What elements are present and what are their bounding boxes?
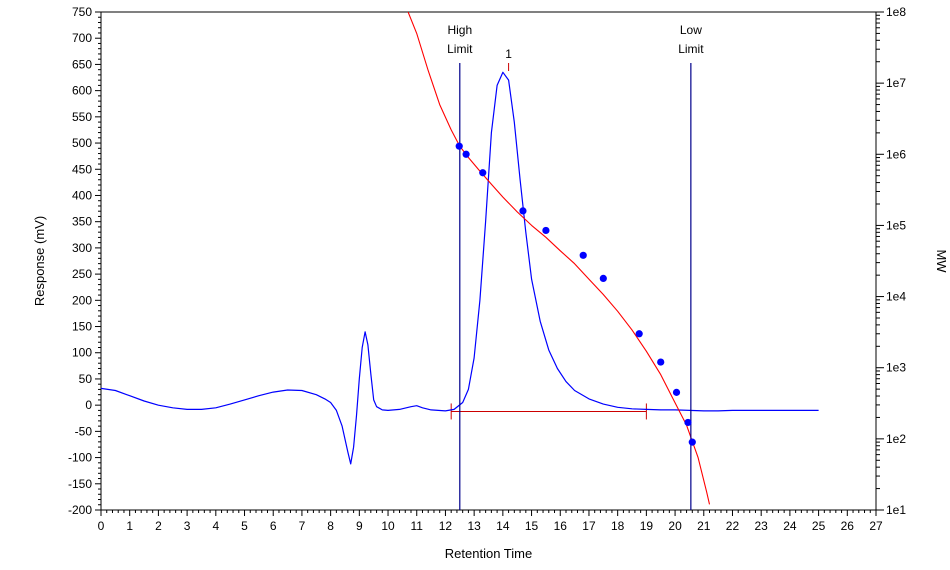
x-tick-label: 3 [184, 519, 191, 533]
x-tick-label: 14 [496, 519, 510, 533]
y-axis-left: 7507006506005505004504003503002502001501… [68, 5, 101, 517]
x-axis-title: Retention Time [445, 546, 532, 561]
y-tick-label: 450 [72, 162, 92, 176]
x-tick-label: 22 [726, 519, 740, 533]
x-tick-label: 26 [841, 519, 855, 533]
x-tick-label: 9 [356, 519, 363, 533]
plot-layer [101, 12, 819, 510]
y-tick-label: 600 [72, 84, 92, 98]
x-tick-label: 13 [467, 519, 481, 533]
y-tick-label: 250 [72, 267, 92, 281]
y2-tick-label: 1e5 [886, 218, 906, 232]
y-tick-label: 500 [72, 136, 92, 150]
calibration-point [455, 142, 463, 150]
y2-tick-label: 1e4 [886, 290, 906, 304]
y2-tick-label: 1e8 [886, 5, 906, 19]
calibration-point [599, 274, 607, 283]
calibration-point [684, 418, 692, 427]
x-tick-label: 8 [327, 519, 334, 533]
y-tick-label: -200 [68, 503, 92, 517]
high-limit-label-line2: Limit [447, 42, 473, 56]
calibration-point [579, 251, 587, 259]
calibration-point [635, 330, 643, 338]
x-tick-label: 5 [241, 519, 248, 533]
plot-area [100, 11, 877, 511]
x-tick-label: 24 [783, 519, 797, 533]
high-limit-label-line1: High [447, 23, 472, 37]
peak-label: 1 [505, 47, 512, 61]
calibration-point [462, 150, 470, 158]
y-tick-label: 350 [72, 215, 92, 229]
chromatogram-line [101, 71, 819, 465]
y-tick-label: -150 [68, 477, 92, 491]
x-tick-label: 1 [126, 519, 133, 533]
x-tick-label: 18 [611, 519, 625, 533]
x-tick-label: 27 [869, 519, 883, 533]
y-tick-label: 300 [72, 241, 92, 255]
low-limit-label-line2: Limit [678, 42, 704, 56]
x-tick-label: 10 [381, 519, 395, 533]
y-tick-label: -100 [68, 451, 92, 465]
calibration-point [479, 169, 487, 177]
y-axis-right: 1e8 1e7 1e6 1e5 1e4 1e3 1e2 1e1 [876, 5, 906, 517]
x-tick-label: 23 [755, 519, 769, 533]
x-axis: 0 1 2 3 4 5 6 7 8 9 10 11 12 13 14 15 16 17 18 19 20 21 22 23 24… [98, 510, 883, 533]
x-tick-label: 4 [212, 519, 219, 533]
x-tick-label: 7 [299, 519, 306, 533]
x-tick-label: 21 [697, 519, 711, 533]
y2-axis-title: MW [934, 249, 949, 273]
x-tick-label: 2 [155, 519, 162, 533]
y2-tick-label: 1e1 [886, 503, 906, 517]
calibration-point [688, 438, 696, 446]
low-limit-label-line1: Low [680, 23, 702, 37]
calibration-point [657, 358, 665, 366]
x-tick-label: 25 [812, 519, 826, 533]
y-tick-label: 400 [72, 188, 92, 202]
y-tick-label: 0 [85, 398, 92, 412]
calibration-curve-line [407, 12, 711, 505]
y2-tick-label: 1e3 [886, 361, 906, 375]
x-tick-label: 12 [439, 519, 453, 533]
x-tick-label: 19 [640, 519, 654, 533]
x-tick-label: 17 [582, 519, 596, 533]
y2-tick-label: 1e2 [886, 432, 906, 446]
x-tick-label: 15 [525, 519, 539, 533]
x-tick-label: 16 [554, 519, 568, 533]
calibration-point [519, 207, 527, 215]
y-tick-label: 650 [72, 57, 92, 71]
plot-content [101, 12, 819, 510]
calibration-point [672, 388, 681, 396]
y-axis-title: Response (mV) [32, 216, 47, 306]
x-tick-label: 20 [668, 519, 682, 533]
x-tick-label: 0 [98, 519, 105, 533]
y-tick-label: 750 [72, 5, 92, 19]
y2-tick-label: 1e7 [886, 76, 906, 90]
y-tick-label: 200 [72, 293, 92, 307]
y-tick-label: 100 [72, 346, 92, 360]
y-tick-label: 550 [72, 110, 92, 124]
x-tick-label: 11 [411, 519, 424, 533]
y-tick-label: 700 [72, 31, 92, 45]
x-tick-label: 6 [270, 519, 277, 533]
y2-tick-label: 1e6 [886, 147, 906, 161]
calibration-point [542, 226, 550, 235]
y-tick-label: 150 [72, 320, 92, 334]
y-tick-label: -50 [75, 424, 93, 438]
y-tick-label: 50 [79, 372, 93, 386]
